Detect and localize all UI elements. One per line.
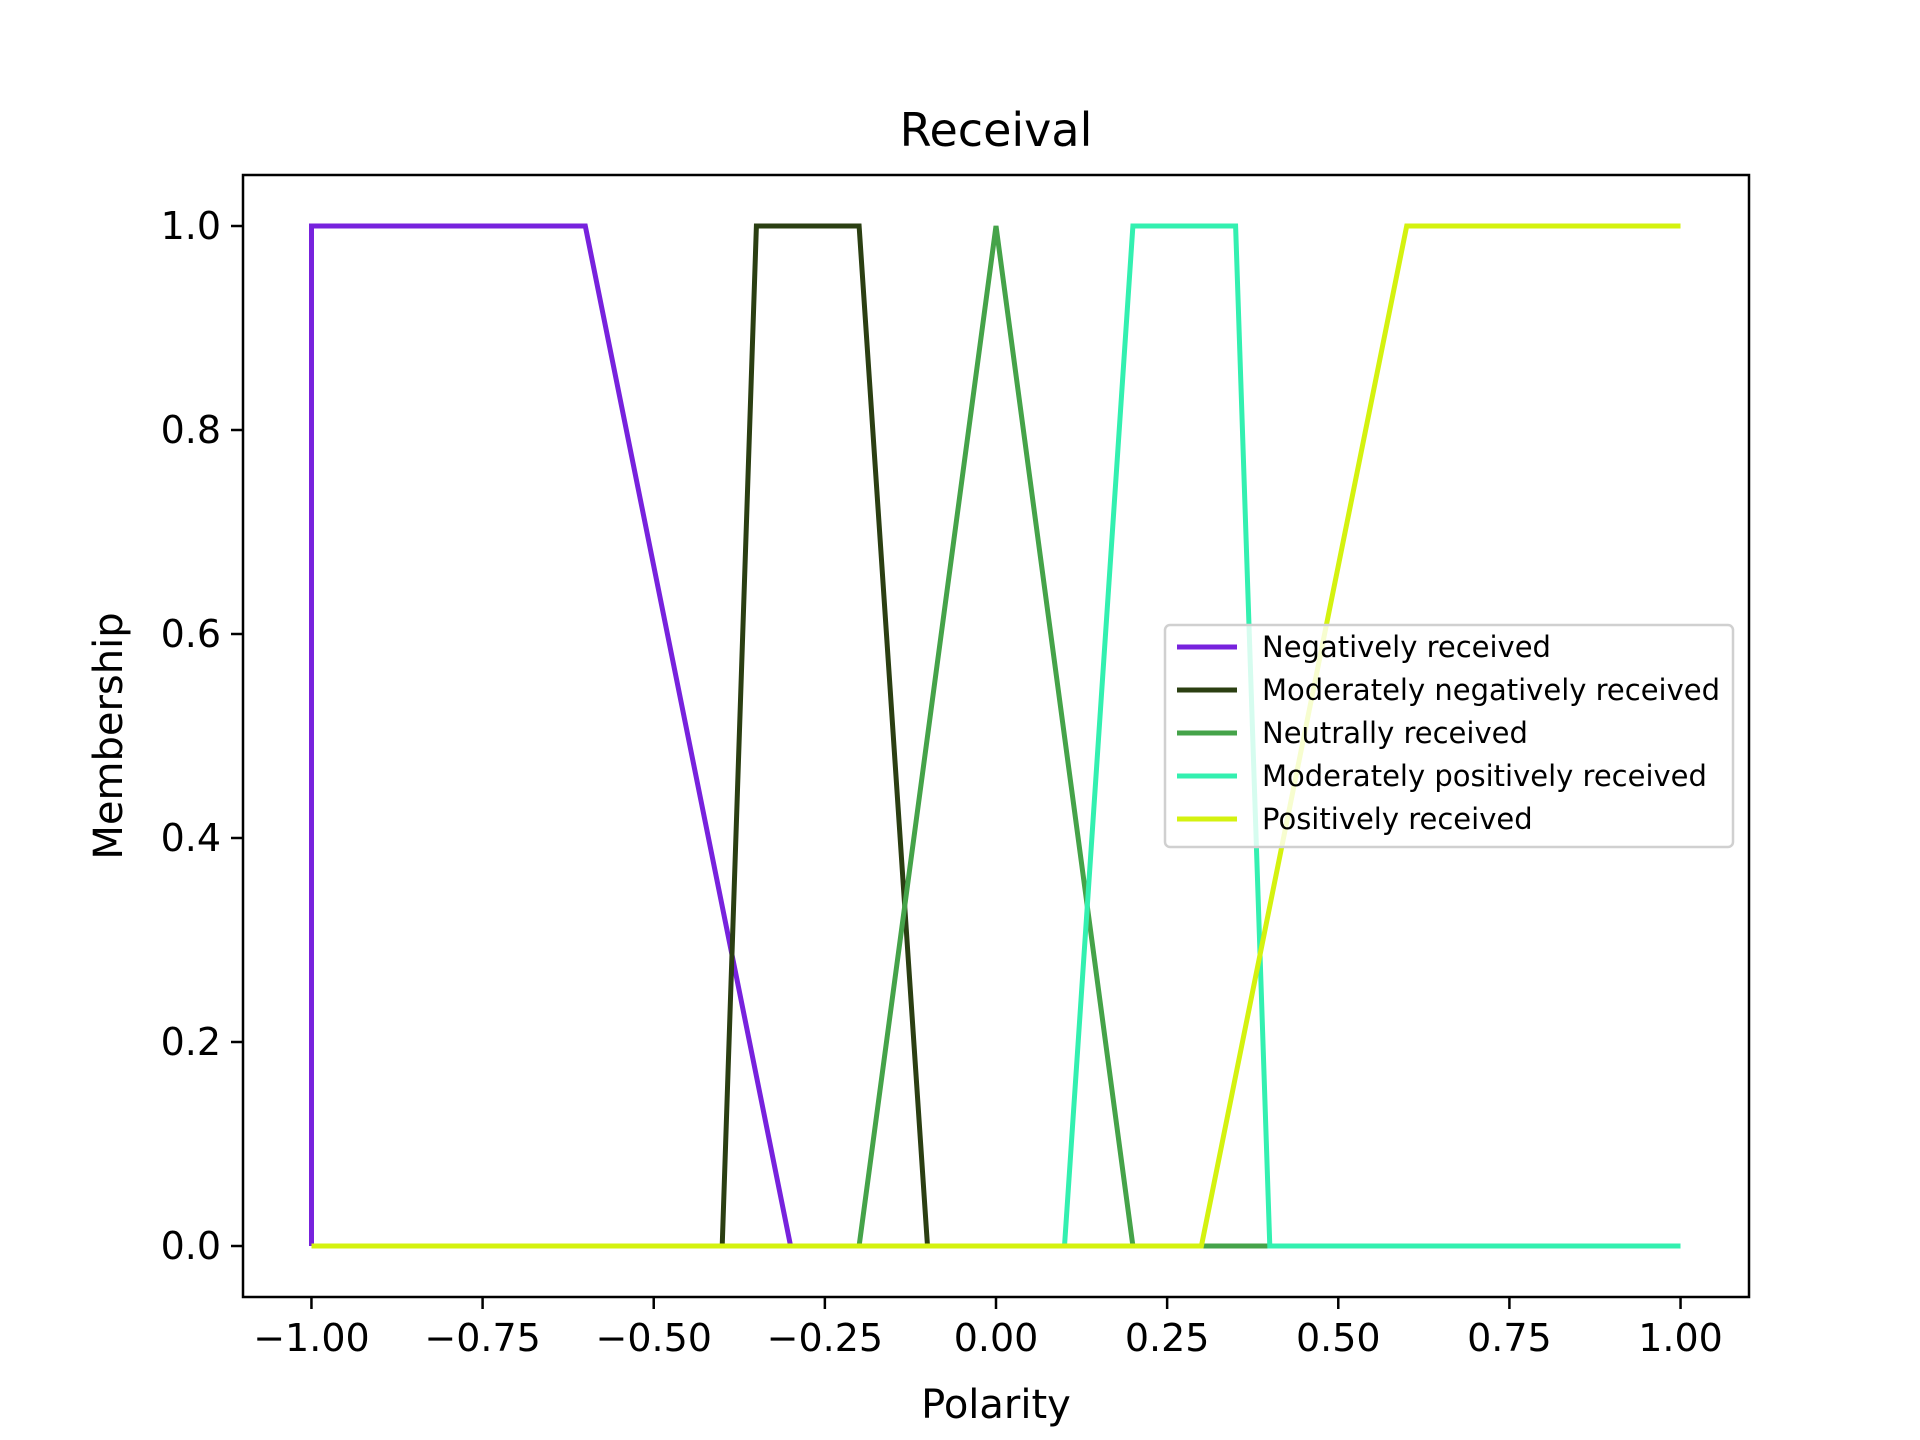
y-tick-label: 0.8 [161, 408, 221, 452]
legend-box [1163, 623, 1735, 849]
legend-label-1: Negatively received [1262, 630, 1551, 664]
y-tick-label: 0.2 [161, 1020, 221, 1064]
series-layer [309, 223, 1681, 1249]
legend-label-3: Neutrally received [1262, 716, 1528, 750]
x-tick-label: −0.75 [424, 1316, 540, 1360]
y-axis-label: Membership [86, 612, 132, 859]
x-axis: −1.00 −0.75 −0.50 −0.25 0.00 0.25 0.50 0.75 1.00 [253, 1297, 1723, 1360]
legend-label-4: Moderately positively received [1262, 759, 1707, 793]
x-tick-label: 1.00 [1638, 1316, 1723, 1360]
x-tick-label: −0.50 [596, 1316, 712, 1360]
legend: Negatively received Moderately negatively… [1163, 623, 1735, 849]
y-axis: 0.0 0.2 0.4 0.6 0.8 1.0 [161, 204, 243, 1268]
x-axis-label: Polarity [921, 1382, 1071, 1428]
y-tick-label: 0.4 [161, 816, 221, 860]
x-tick-label: 0.50 [1296, 1316, 1381, 1360]
legend-label-2: Moderately negatively received [1262, 673, 1720, 707]
y-tick-label: 0.6 [161, 612, 221, 656]
x-tick-label: 0.75 [1467, 1316, 1552, 1360]
x-tick-label: −1.00 [253, 1316, 369, 1360]
legend-label-5: Positively received [1262, 802, 1533, 836]
chart-title: Receival [900, 103, 1093, 157]
x-tick-label: 0.00 [954, 1316, 1039, 1360]
x-tick-label: 0.25 [1125, 1316, 1210, 1360]
y-tick-label: 0.0 [161, 1224, 221, 1268]
y-tick-label: 1.0 [161, 204, 221, 248]
x-tick-label: −0.25 [767, 1316, 883, 1360]
